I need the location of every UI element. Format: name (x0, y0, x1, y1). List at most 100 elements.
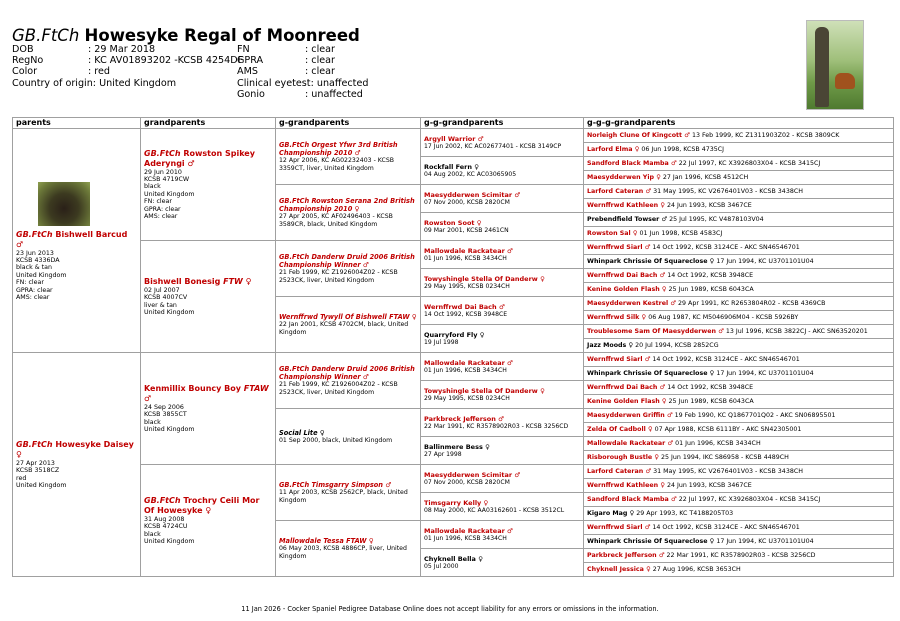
dog-photo (806, 20, 864, 110)
dog-sex: ♀ (485, 442, 490, 451)
dog-cell: GB.FtCh Rowston Serana 2nd British Champ… (275, 184, 421, 241)
dog-sex: ♀ (474, 162, 480, 171)
dog-cell: Larford Elma ♀ 06 Jun 1998, KCSB 4735CJ (583, 142, 894, 157)
dog-sex: ♂ (666, 411, 673, 419)
dog-detail: 31 May 1995, KC V2676401V03 - KCSB 3438C… (653, 187, 803, 195)
pedigree-row: Mallowdale Tessa FTAW ♀ 06 May 2003, KCSB… (13, 520, 894, 577)
dog-sex: ♀ (661, 397, 667, 405)
dog-detail: 14 Oct 1992, KCSB 3948CE (424, 310, 508, 318)
dog-sex: ♂ (362, 373, 369, 382)
dog-cell: GB.FtCh Timsgarry Simpson ♂ 11 Apr 2003, … (275, 464, 421, 521)
info-row: Clinical eyetest: unaffected (237, 78, 368, 89)
dog-name: Kenine Golden Flash ♀ (587, 398, 667, 405)
dog-prefix: GB.FtCh (144, 495, 181, 505)
dog-detail: black (144, 418, 161, 426)
dog-name: Towyshingle Stella Of Danderw ♀ (424, 275, 580, 283)
dog-name-text: Rowston Sal (587, 229, 631, 237)
dog-sex: ♀ (660, 201, 665, 209)
info-value: clear (311, 55, 335, 67)
dog-name-text: Larford Cateran (587, 467, 644, 475)
dog-cell: GB.FtCh Danderw Druid 2006 British Champ… (275, 352, 421, 409)
info-separator: : (310, 77, 314, 89)
dog-detail: FN: clear (16, 279, 44, 287)
dog-cell: Wernffrwd Silk ♀ 06 Aug 1987, KC M504690… (583, 310, 894, 325)
dog-name-text: Maesydderwen Scimitar (424, 470, 513, 479)
dog-name: GB.FtCh Rowston Spikey Aderyngi ♂ (144, 149, 272, 169)
dog-name-text: Mallowdale Tessa (279, 537, 344, 546)
dog-cell: Towyshingle Stella Of Danderw ♀ 29 May 19… (420, 268, 584, 297)
dog-name: GB.FtCh Timsgarry Simpson ♂ (279, 481, 417, 489)
header-row: parents grandparents g-grandparents g-g-gra… (12, 117, 894, 129)
dog-name: Wernffrwd Dai Bach ♂ (587, 272, 665, 279)
dog-cell: Larford Cateran ♂ 31 May 1995, KC V26764… (583, 464, 894, 479)
column-header: grandparents (140, 117, 276, 129)
dog-cell: Zelda Of Cadboll ♀ 07 Apr 1988, KCSB 611… (583, 422, 894, 437)
dog-name: Kigaro Mag ♀ (587, 510, 634, 517)
dog-name: Maesydderwen Scimitar ♂ (424, 471, 580, 479)
dog-detail: 05 Jul 2000 (424, 562, 459, 570)
dog-detail: 14 Oct 1992, KCSB 3948CE (667, 271, 754, 279)
dog-thumbnail (38, 181, 90, 226)
dog-name-text: Parkbreck Jefferson (587, 551, 657, 559)
dog-sex: ♀ (634, 145, 640, 153)
dog-sex: ♂ (507, 246, 513, 255)
dog-sex: ♀ (632, 229, 638, 237)
dog-name-text: Wernffrwd Siarl (587, 355, 643, 363)
dog-name: Ballinmere Bess ♀ (424, 443, 580, 451)
info-row: GPRA: clear (237, 55, 368, 66)
dog-sex: ♂ (187, 158, 195, 168)
pedigree-row: GB.FtCh Trochry Ceili Mor Of Howesyke ♀ 3… (13, 464, 894, 577)
dog-name: Argyll Warrior ♂ (424, 135, 580, 143)
dog-name: Mallowdale Rackatear ♂ (424, 247, 580, 255)
dog-name: Norleigh Clune Of Kingcott ♂ (587, 132, 690, 139)
dog-detail: 06 Aug 1987, KC M5046906M04 - KCSB 5926B… (648, 313, 799, 321)
dog-detail: 21 Feb 1999, KC Z1926004Z02 - KCSB 2523C… (279, 269, 398, 284)
dog-detail: liver & tan (144, 301, 177, 309)
dog-suffix: FTAW (389, 313, 410, 322)
dog-name-text: Larford Elma (587, 145, 633, 153)
dog-name: Parkbreck Jefferson ♂ (424, 415, 580, 423)
dog-detail: 27 Aug 1996, KCSB 3653CH (652, 565, 741, 573)
dog-detail: 20 Jul 1994, KCSB 2852CG (635, 341, 719, 349)
info-label: RegNo (12, 55, 44, 67)
dog-sex: ♀ (646, 565, 651, 573)
dog-sex: ♂ (659, 271, 666, 279)
dog-detail: 06 May 2003, KCSB 4886CP, liver, United … (279, 545, 407, 560)
dog-detail: 22 Jul 1997, KC X3926803X04 - KCSB 3415C… (678, 495, 821, 503)
dog-name-text: Towyshingle Stella Of Danderw (424, 274, 538, 283)
dog-sex: ♂ (659, 383, 666, 391)
dog-cell: Mallowdale Rackatear ♂ 01 Jun 1996, KCSB… (583, 436, 894, 451)
info-right: FN: clear GPRA: clear AMS: clear Clinical e… (237, 44, 368, 100)
dog-detail: United Kingdom (144, 537, 195, 545)
dog-name: Kenine Golden Flash ♀ (587, 286, 667, 293)
dog-name-text: Rockfall Fern (424, 162, 472, 171)
dog-sex: ♀ (540, 386, 545, 395)
dog-name: Wernffrwd Kathleen ♀ (587, 482, 665, 489)
dog-detail: 21 Feb 1999, KC Z1926004Z02 - KCSB 2523C… (279, 381, 398, 396)
dog-sex: ♀ (540, 274, 545, 283)
dog-name: Rockfall Fern ♀ (424, 163, 580, 171)
dog-cell: Mallowdale Tessa FTAW ♀ 06 May 2003, KCSB… (275, 520, 421, 577)
dog-cell: Parkbreck Jefferson ♂ 22 Mar 1991, KC R3… (583, 548, 894, 563)
dog-detail: 23 Jun 2013 (16, 249, 54, 257)
dog-name-text: Orgest Yfwr 3rd British Championship 201… (279, 141, 398, 158)
title-name: Howesyke Regal of Moonreed (84, 26, 360, 45)
info-row: Gonio: unaffected (237, 89, 368, 100)
dog-detail: 17 Jun 2002, KC AC02677401 - KCSB 3149CP (424, 142, 562, 150)
dog-sex: ♀ (709, 257, 715, 265)
dog-prefix: GB.FtCh (144, 148, 181, 158)
dog-name: GB.FtCh Danderw Druid 2006 British Champ… (279, 365, 417, 381)
dog-cell: Whinpark Chrissie Of Squareclose ♀ 17 Ju… (583, 366, 894, 381)
dog-sex: ♀ (205, 505, 212, 515)
pedigree-row: Ballinmere Bess ♀ 27 Apr 1998 Mallowdale R… (13, 436, 894, 465)
dog-name: Wernffrwd Silk ♀ (587, 314, 646, 321)
dog-name: Rowston Sal ♀ (587, 230, 638, 237)
dog-name: Bishwell Bonesig FTW ♀ (144, 277, 272, 287)
info-row: FN: clear (237, 44, 368, 55)
dog-name: Troublesome Sam Of Maesydderwen ♂ (587, 328, 724, 335)
dog-name-text: Norleigh Clune Of Kingcott (587, 131, 683, 139)
dog-cell: Jazz Moods ♀ 20 Jul 1994, KCSB 2852CG (583, 338, 894, 353)
dog-cell: Rowston Soot ♀ 09 Mar 2001, KCSB 2461CN (420, 212, 584, 241)
dog-detail: 17 Jun 1994, KC U3701101U04 (716, 369, 814, 377)
column-header: g-grandparents (275, 117, 421, 129)
